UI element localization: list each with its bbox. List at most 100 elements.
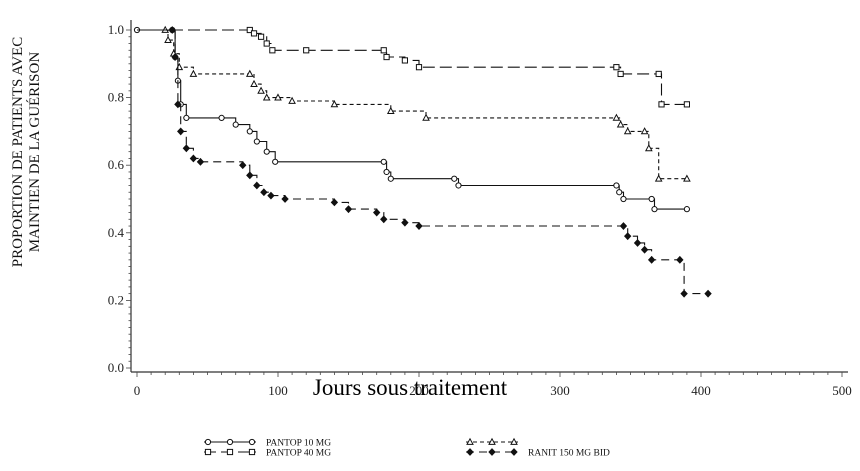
data-point: [175, 62, 184, 71]
legend-marker: [510, 437, 518, 445]
y-tick-label: 0.6: [108, 157, 125, 172]
x-axis-label: Jours sous traitement: [313, 375, 508, 400]
legend-marker: [466, 448, 474, 456]
data-point: [683, 206, 691, 213]
data-point: [177, 127, 185, 136]
data-point: [246, 128, 253, 135]
x-tick-label: 100: [268, 383, 288, 398]
data-point: [647, 255, 656, 264]
y-tick-label: 0.4: [108, 225, 125, 240]
data-point: [383, 53, 390, 61]
data-point: [288, 96, 296, 104]
data-point: [704, 289, 712, 298]
data-point: [640, 245, 649, 254]
legend-entry: PANTOP 10 MG: [204, 439, 331, 449]
data-point: [654, 174, 663, 182]
data-point: [189, 69, 198, 77]
data-point: [272, 158, 279, 165]
legend-label: PANTOP 40 MG: [266, 449, 331, 459]
x-tick-label: 500: [832, 383, 852, 398]
y-tick-label: 0.8: [108, 90, 124, 105]
data-point: [232, 121, 239, 128]
data-point: [380, 158, 387, 165]
legend-marker: [248, 438, 256, 446]
x-tick-label: 400: [691, 383, 711, 398]
legend-marker: [204, 438, 212, 446]
data-point: [246, 26, 253, 34]
data-point: [383, 168, 390, 176]
x-tick-label: 200: [409, 383, 429, 398]
data-point: [246, 171, 254, 180]
data-point: [344, 205, 353, 214]
series-line: [137, 29, 687, 180]
data-point: [644, 144, 653, 152]
data-point: [386, 106, 395, 115]
data-point: [623, 232, 632, 241]
data-point: [168, 26, 176, 34]
data-point: [257, 33, 265, 40]
legend-label: PANTOP 10 MG: [266, 439, 331, 449]
y-axis-label-line-2: MAINTIEN DE LA GUÉRISON: [26, 52, 43, 253]
data-point: [613, 64, 620, 71]
legend-label: RANIT 150 MG BID: [528, 449, 610, 459]
data-point: [182, 144, 191, 153]
data-point: [676, 255, 684, 264]
series-4: [137, 26, 712, 298]
data-point: [250, 30, 258, 37]
legend-marker: [466, 437, 474, 445]
series-line: [137, 29, 687, 105]
data-point: [422, 113, 430, 121]
series-2: [137, 26, 690, 108]
data-point: [267, 191, 275, 200]
data-point: [260, 188, 268, 197]
y-tick-label: 0.2: [108, 292, 124, 307]
data-point: [263, 40, 270, 47]
y-axis-label: PROPORTION DE PATIENTS AVEC MAINTIEN DE …: [10, 37, 43, 267]
data-point: [612, 113, 621, 121]
legend-marker: [488, 448, 496, 456]
data-point: [257, 86, 265, 94]
data-point: [655, 70, 662, 78]
data-point: [451, 175, 458, 182]
data-point: [218, 114, 225, 121]
data-point: [263, 148, 270, 155]
data-point: [617, 70, 624, 78]
data-point: [174, 100, 182, 109]
data-point: [373, 208, 381, 217]
series-layer: [133, 25, 712, 298]
data-point: [330, 198, 339, 207]
data-point: [262, 93, 271, 101]
legend-marker: [488, 437, 496, 445]
legend-marker: [510, 448, 518, 456]
legend-entry: [466, 437, 518, 445]
legend-marker: [226, 438, 234, 446]
data-point: [640, 127, 649, 135]
data-point: [616, 189, 623, 196]
data-point: [250, 79, 258, 87]
data-point: [401, 218, 409, 227]
axes: 0.0 0.2 0.4 0.6 0.8 1.0 0 100 200 300 400 500: [108, 20, 852, 398]
data-point: [455, 182, 462, 189]
data-point: [183, 114, 190, 121]
data-point: [196, 157, 205, 166]
data-point: [253, 138, 260, 145]
legend-entry: PANTOP 40 MG: [204, 449, 331, 459]
series-1: [133, 26, 691, 213]
data-point: [620, 195, 627, 203]
data-point: [274, 93, 282, 101]
data-point: [269, 47, 276, 54]
data-point: [245, 69, 254, 77]
data-point: [623, 127, 632, 135]
y-tick-label: 1.0: [108, 22, 124, 37]
y-tick-label: 0.0: [108, 360, 124, 375]
data-point: [164, 35, 172, 44]
data-point: [380, 47, 387, 54]
data-point: [281, 195, 289, 203]
data-point: [658, 101, 665, 108]
data-point: [616, 120, 625, 128]
data-point: [380, 215, 388, 224]
data-point: [401, 57, 408, 64]
data-point: [415, 222, 423, 230]
